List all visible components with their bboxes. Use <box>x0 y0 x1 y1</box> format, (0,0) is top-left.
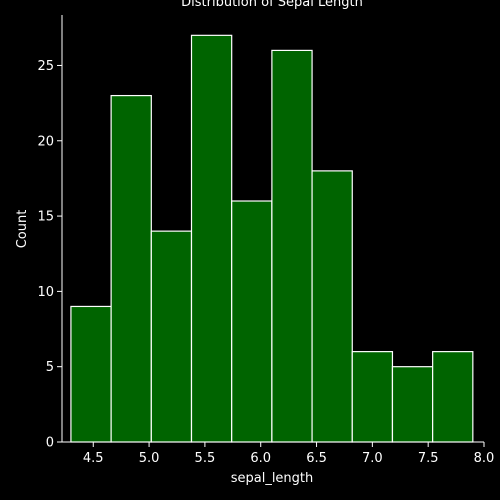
x-axis-label: sepal_length <box>231 471 314 486</box>
histogram-bar <box>271 49 313 443</box>
y-tick-label: 0 <box>46 436 54 451</box>
x-tick-label: 6.5 <box>306 451 327 466</box>
histogram-bar <box>432 351 474 443</box>
x-tick-label: 7.5 <box>418 451 439 466</box>
histogram-bar <box>110 94 152 443</box>
y-tick-label: 5 <box>46 360 54 375</box>
histogram-bar <box>150 230 193 443</box>
x-tick-label: 4.5 <box>83 451 104 466</box>
y-tick-label: 20 <box>37 134 54 149</box>
histogram-bar <box>311 170 353 443</box>
x-tick-label: 8.0 <box>474 451 495 466</box>
histogram-bar <box>231 200 273 443</box>
histogram-bar <box>351 351 394 443</box>
x-tick-label: 5.5 <box>195 451 216 466</box>
bars-group <box>70 34 474 443</box>
chart-title: Distribution of Sepal Length <box>181 0 363 10</box>
y-ticks-group: 0 5 10 15 20 25 <box>37 59 62 451</box>
y-tick-label: 25 <box>37 59 54 74</box>
x-tick-label: 7.0 <box>362 451 383 466</box>
histogram-bar <box>190 34 233 443</box>
histogram-bar <box>70 305 112 443</box>
y-tick-label: 10 <box>37 285 54 300</box>
y-tick-label: 15 <box>37 210 54 225</box>
x-tick-label: 6.0 <box>250 451 271 466</box>
x-tick-label: 5.0 <box>139 451 160 466</box>
histogram-bar <box>391 366 434 443</box>
y-axis-label: Count <box>15 210 30 249</box>
x-ticks-group: 4.5 5.0 5.5 6.0 6.5 7.0 7.5 8.0 <box>83 442 494 466</box>
